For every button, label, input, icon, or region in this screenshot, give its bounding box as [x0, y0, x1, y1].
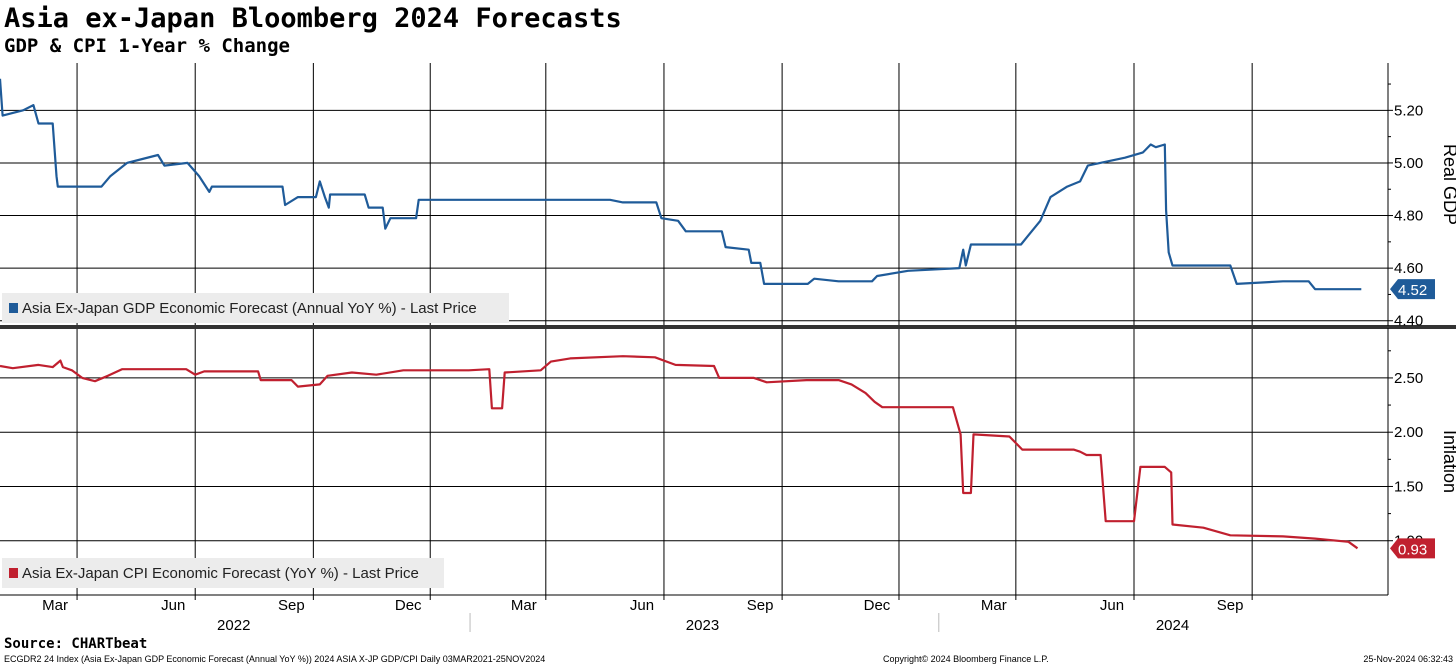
ticker-footnote: ECGDR2 24 Index (Asia Ex-Japan GDP Econo…	[4, 654, 545, 664]
legend-swatch	[9, 303, 18, 313]
x-month-label: Mar	[511, 597, 537, 614]
x-month-label: Mar	[981, 597, 1007, 614]
chart-title: Asia ex-Japan Bloomberg 2024 Forecasts	[4, 3, 622, 34]
x-month-label: Jun	[630, 597, 654, 614]
last-value-tag	[1390, 538, 1435, 559]
last-value-label: 0.93	[1398, 541, 1427, 558]
y-tick-label: 4.40	[1394, 313, 1423, 330]
gdp-series-line	[0, 78, 1362, 291]
chart-subtitle: GDP & CPI 1-Year % Change	[4, 35, 290, 57]
y-tick-label: 1.50	[1394, 478, 1423, 495]
legend-label: Asia Ex-Japan GDP Economic Forecast (Ann…	[22, 300, 477, 317]
y-tick-label: 4.80	[1394, 208, 1423, 225]
panel-separator	[0, 325, 1456, 329]
x-year-label: 2022	[217, 617, 250, 634]
x-month-label: Sep	[1217, 597, 1244, 614]
y-tick-label: 5.20	[1394, 102, 1423, 119]
x-month-label: Dec	[864, 597, 891, 614]
copyright-footnote: Copyright© 2024 Bloomberg Finance L.P.	[883, 654, 1049, 664]
x-month-label: Sep	[278, 597, 305, 614]
legend-box	[2, 293, 509, 323]
x-month-label: Jun	[161, 597, 185, 614]
x-month-label: Mar	[42, 597, 68, 614]
x-year-label: 2024	[1156, 617, 1189, 634]
cpi-axis-title: Inflation	[1440, 430, 1456, 493]
source-label: Source: CHARTbeat	[4, 636, 147, 652]
x-month-label: Sep	[747, 597, 774, 614]
y-tick-label: 2.00	[1394, 424, 1423, 441]
last-value-label: 4.52	[1398, 282, 1427, 299]
legend-swatch	[9, 568, 18, 578]
timestamp-footnote: 25-Nov-2024 06:32:43	[1363, 654, 1453, 664]
x-month-label: Jun	[1100, 597, 1124, 614]
x-month-label: Dec	[395, 597, 422, 614]
y-tick-label: 2.50	[1394, 370, 1423, 387]
legend-box	[2, 558, 444, 588]
y-tick-label: 4.60	[1394, 260, 1423, 277]
x-year-label: 2023	[686, 617, 719, 634]
gdp-axis-title: Real GDP	[1440, 144, 1456, 225]
cpi-series-line	[0, 355, 1359, 550]
y-tick-label: 5.00	[1394, 155, 1423, 172]
legend-label: Asia Ex-Japan CPI Economic Forecast (YoY…	[22, 565, 419, 582]
last-value-tag	[1390, 279, 1435, 300]
